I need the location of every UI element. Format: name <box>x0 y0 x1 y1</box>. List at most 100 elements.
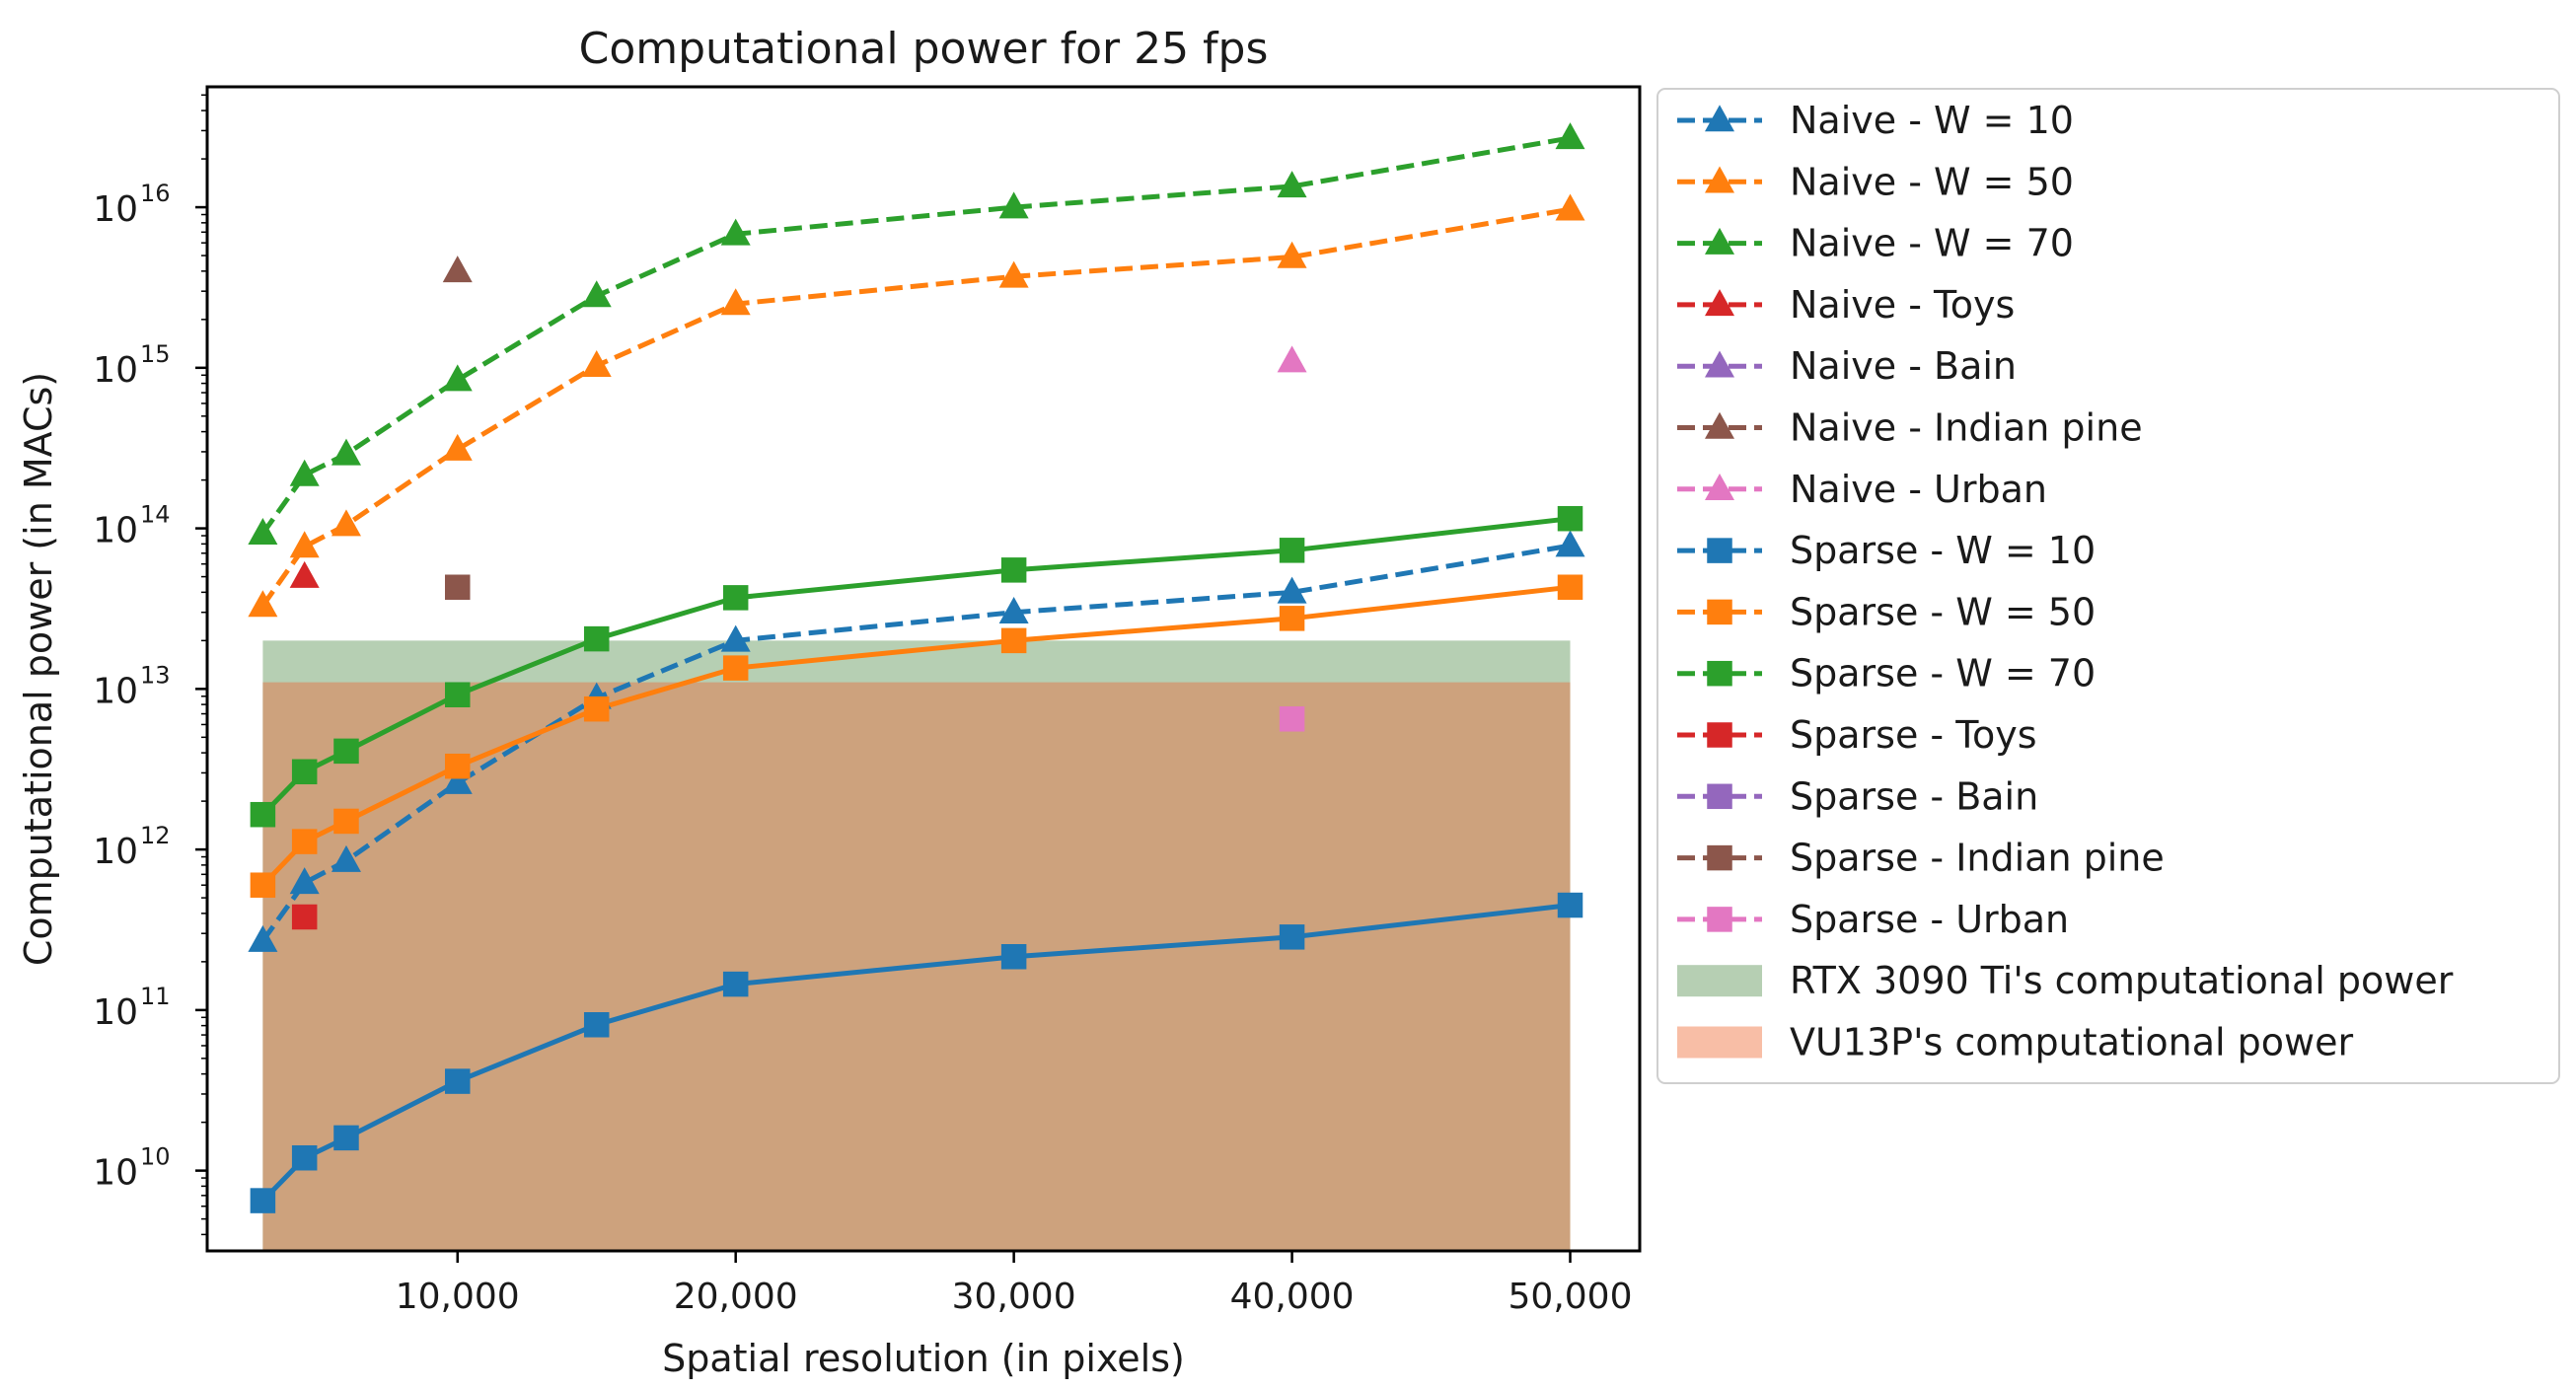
legend-marker-sparse-urban <box>1707 907 1732 932</box>
point-sparse-toys-4500 <box>291 904 318 930</box>
point-sparse-w-50-20000 <box>722 655 749 681</box>
legend-marker-sparse-bain <box>1707 783 1732 810</box>
point-naive-w-10-40000 <box>1277 576 1307 604</box>
plot-frame <box>205 85 1642 1253</box>
point-sparse-w-70-4500 <box>291 759 318 785</box>
point-sparse-w-50-15000 <box>583 695 610 722</box>
point-naive-w-50-40000 <box>1277 241 1307 268</box>
point-sparse-w-70-40000 <box>1279 538 1305 563</box>
point-naive-w-50-3000 <box>248 590 278 618</box>
series-markers <box>248 122 1585 1213</box>
legend-label-sparse-bain: Sparse - Bain <box>1790 774 2038 818</box>
point-sparse-w-50-40000 <box>1279 606 1305 631</box>
point-sparse-w-50-6000 <box>333 808 359 835</box>
y-tick-label: 10 <box>93 832 138 872</box>
point-naive-indian-pine-10000 <box>442 256 473 283</box>
legend-marker-naive-indian-pine <box>1705 411 1734 439</box>
series-line-naive-w-70 <box>260 135 1571 536</box>
legend-label-sparse-toys: Sparse - Toys <box>1790 713 2037 757</box>
point-sparse-w-10-6000 <box>333 1125 359 1151</box>
point-naive-w-70-20000 <box>720 218 751 246</box>
y-tick-label: 10 <box>93 1153 138 1194</box>
y-axis-label: Computational power (in MACs) <box>17 372 60 966</box>
legend-marker-naive-toys <box>1705 289 1734 317</box>
y-tick-label: 10 <box>93 189 138 230</box>
legend-label-naive-w-70: Naive - W = 70 <box>1790 222 2074 265</box>
point-naive-toys-4500 <box>289 560 320 588</box>
legend-marker-sparse-w-70 <box>1707 660 1732 687</box>
point-naive-w-10-4500 <box>289 867 320 895</box>
point-naive-w-50-30000 <box>998 260 1029 288</box>
y-tick-label: 10 <box>93 350 138 391</box>
legend-marker-sparse-w-50 <box>1707 599 1732 625</box>
legend-label-sparse-w-10: Sparse - W = 10 <box>1790 529 2096 572</box>
y-tick-exponent: 12 <box>140 822 171 849</box>
legend-label-naive-indian-pine: Naive - Indian pine <box>1790 406 2143 450</box>
legend-label-naive-w-10: Naive - W = 10 <box>1790 99 2074 142</box>
point-naive-w-50-50000 <box>1555 193 1585 221</box>
legend-marker-sparse-indian-pine <box>1707 844 1732 871</box>
legend-swatch-vu13p-s-computational-power <box>1677 1026 1762 1059</box>
y-tick-label: 10 <box>93 992 138 1033</box>
point-sparse-w-10-30000 <box>1000 944 1027 970</box>
x-tick-label: 20,000 <box>674 1277 798 1317</box>
y-tick-exponent: 11 <box>140 983 171 1010</box>
legend-marker-sparse-toys <box>1707 722 1732 748</box>
legend-label-sparse-w-50: Sparse - W = 50 <box>1790 590 2096 633</box>
legend-label-naive-urban: Naive - Urban <box>1790 468 2047 511</box>
point-sparse-w-70-15000 <box>583 625 610 652</box>
computational-power-bands <box>262 640 1571 1251</box>
point-naive-w-10-30000 <box>998 596 1029 623</box>
legend-frame <box>1656 88 2560 1084</box>
point-sparse-indian-pine-10000 <box>444 574 471 600</box>
point-sparse-w-10-40000 <box>1279 924 1305 950</box>
legend-marker-naive-w-10 <box>1705 105 1734 132</box>
point-naive-w-50-15000 <box>581 349 612 377</box>
y-tick-label: 10 <box>93 511 138 551</box>
point-sparse-w-70-10000 <box>444 682 471 707</box>
point-sparse-w-10-10000 <box>444 1068 471 1094</box>
point-sparse-w-10-15000 <box>583 1012 610 1038</box>
legend-marker-naive-w-50 <box>1705 166 1734 193</box>
x-tick-label: 10,000 <box>396 1277 520 1317</box>
legend-label-sparse-indian-pine: Sparse - Indian pine <box>1790 837 2165 880</box>
point-sparse-w-10-50000 <box>1557 892 1583 918</box>
legend-marker-naive-w-70 <box>1705 227 1734 255</box>
point-naive-w-70-15000 <box>581 280 612 308</box>
point-naive-w-70-6000 <box>331 438 361 466</box>
point-sparse-w-70-50000 <box>1557 505 1583 532</box>
point-sparse-w-10-20000 <box>722 971 749 997</box>
point-sparse-w-50-4500 <box>291 829 318 854</box>
point-naive-w-50-20000 <box>720 288 751 316</box>
legend-label-naive-bain: Naive - Bain <box>1790 344 2017 388</box>
y-tick-exponent: 13 <box>140 661 171 689</box>
y-tick-exponent: 10 <box>140 1143 171 1171</box>
legend-label-vu13p-s-computational-power: VU13P's computational power <box>1790 1021 2353 1064</box>
point-sparse-w-10-4500 <box>291 1144 318 1171</box>
legend-label-rtx-3090-ti-s-computational-power: RTX 3090 Ti's computational power <box>1790 959 2454 1002</box>
y-tick-exponent: 15 <box>140 340 171 368</box>
point-naive-w-10-6000 <box>331 844 361 872</box>
legend-label-naive-toys: Naive - Toys <box>1790 283 2015 327</box>
x-tick-label: 30,000 <box>952 1277 1076 1317</box>
y-tick-label: 10 <box>93 671 138 711</box>
point-sparse-w-70-20000 <box>722 585 749 611</box>
x-tick-label: 40,000 <box>1230 1277 1355 1317</box>
point-sparse-w-50-30000 <box>1000 627 1027 654</box>
x-tick-label: 50,000 <box>1509 1277 1633 1317</box>
point-naive-w-70-3000 <box>248 517 278 545</box>
legend-marker-naive-urban <box>1705 474 1734 501</box>
legend-marker-naive-bain <box>1705 350 1734 378</box>
point-sparse-w-70-6000 <box>333 738 359 765</box>
point-naive-w-70-10000 <box>442 364 473 392</box>
point-naive-w-50-6000 <box>331 509 361 537</box>
point-sparse-w-50-50000 <box>1557 574 1583 600</box>
point-sparse-w-50-3000 <box>250 872 276 898</box>
point-naive-urban-40000 <box>1277 345 1307 373</box>
point-naive-w-50-4500 <box>289 531 320 558</box>
point-naive-w-70-50000 <box>1555 122 1585 150</box>
point-naive-w-70-30000 <box>998 191 1029 219</box>
point-sparse-w-70-30000 <box>1000 557 1027 583</box>
point-naive-w-70-40000 <box>1277 171 1307 198</box>
